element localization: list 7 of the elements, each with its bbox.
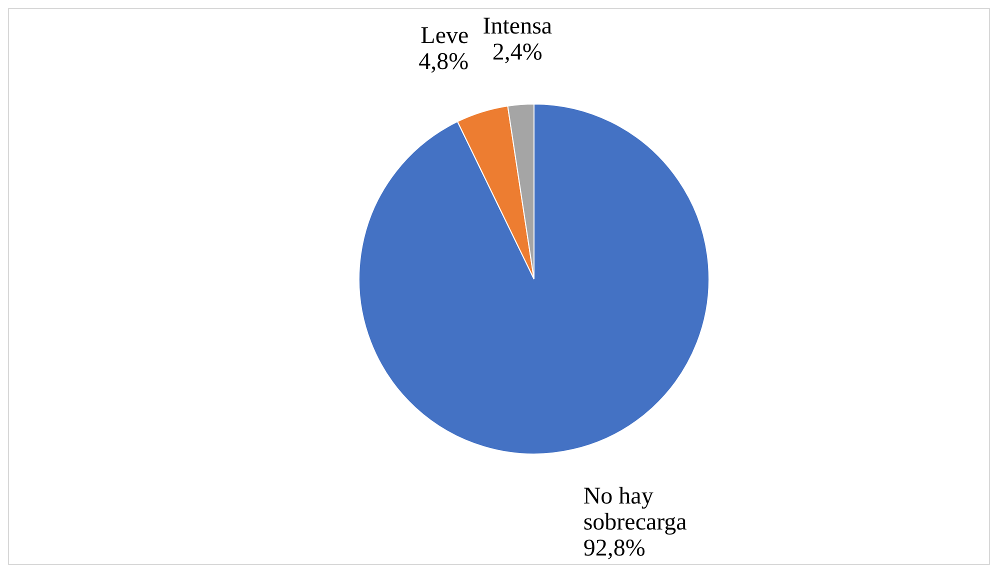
data-label: 4,8%: [418, 48, 469, 75]
data-label: 2,4%: [492, 40, 542, 66]
slice-label: No hay sobrecarga: [583, 483, 688, 536]
data-label: 92,8%: [583, 535, 646, 562]
slice-label: Intensa: [482, 14, 552, 40]
slice-label: Leve: [420, 22, 469, 49]
pie-slice: [358, 104, 710, 454]
